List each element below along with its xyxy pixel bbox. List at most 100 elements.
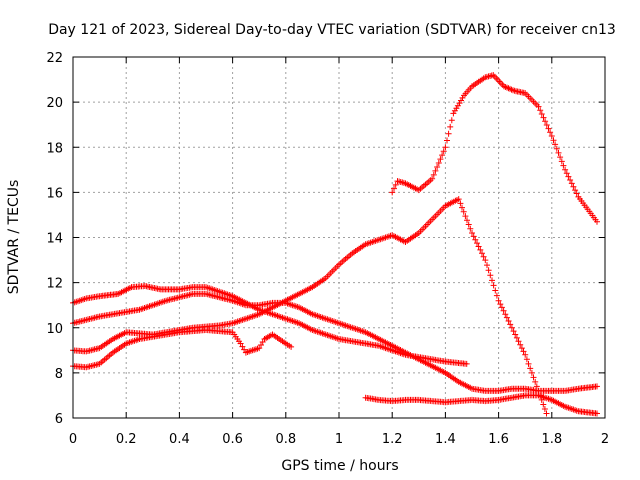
y-tick-label: 12 <box>46 277 63 292</box>
y-axis: 6 8 10 12 14 16 18 20 22 <box>46 51 605 427</box>
y-tick-label: 20 <box>46 96 63 111</box>
data-point <box>391 185 397 192</box>
y-tick-label: 18 <box>46 141 63 156</box>
data-point <box>455 196 462 203</box>
data-point <box>435 160 442 166</box>
data-point <box>439 152 446 159</box>
data-point <box>434 164 441 170</box>
data-point <box>594 218 600 225</box>
data-point <box>527 365 534 372</box>
data-point <box>563 170 570 177</box>
data-point <box>562 166 569 173</box>
data-point <box>517 341 524 348</box>
data-point <box>542 118 549 125</box>
y-tick-label: 8 <box>55 367 63 382</box>
data-point <box>482 257 489 264</box>
data-point <box>520 348 527 355</box>
data-point <box>594 410 600 417</box>
data-point <box>567 177 574 183</box>
data-point <box>570 183 577 190</box>
data-point <box>445 130 452 137</box>
data-point <box>568 180 575 187</box>
data-point <box>498 304 505 311</box>
data-point <box>548 133 555 139</box>
satellite-trace-5 <box>362 392 600 417</box>
x-tick-label: 0.6 <box>222 432 243 447</box>
data-point <box>470 233 477 240</box>
data-point <box>545 125 552 132</box>
satellite-trace-6 <box>389 72 600 225</box>
satellite-trace-4 <box>70 327 295 371</box>
data-point <box>532 378 539 385</box>
y-tick-label: 16 <box>46 186 63 201</box>
x-tick-label: 1.6 <box>488 432 509 447</box>
x-tick-label: 1.4 <box>435 432 456 447</box>
x-tick-label: 0.8 <box>275 432 296 447</box>
data-point <box>447 123 454 130</box>
data-point <box>460 208 467 215</box>
data-point <box>492 287 499 294</box>
data-point <box>444 137 450 144</box>
data-point <box>392 181 399 188</box>
data-point <box>547 129 554 136</box>
data-point <box>475 243 482 250</box>
data-point <box>497 301 504 308</box>
data-point <box>518 345 525 352</box>
data-point <box>558 158 565 165</box>
data-point <box>505 318 512 324</box>
x-tick-label: 1.8 <box>541 432 562 447</box>
data-point <box>432 167 439 174</box>
x-tick-label: 1.2 <box>382 432 403 447</box>
x-tick-label: 0.4 <box>169 432 190 447</box>
data-point <box>469 230 475 236</box>
data-point <box>560 162 567 169</box>
data-point <box>502 311 509 318</box>
data-point <box>553 145 560 152</box>
data-point <box>500 307 507 314</box>
data-point <box>541 406 548 412</box>
data-point <box>528 369 535 376</box>
y-axis-label: SDTVAR / TECUs <box>6 180 22 295</box>
data-point <box>440 148 447 155</box>
y-tick-label: 22 <box>46 51 63 66</box>
data-point <box>464 217 470 224</box>
data-point <box>474 240 480 247</box>
x-tick-label: 1 <box>335 432 343 447</box>
data-point <box>535 103 542 110</box>
data-point <box>495 297 502 304</box>
data-point <box>543 410 550 417</box>
data-point <box>508 324 515 331</box>
data-point <box>467 225 474 232</box>
y-tick-label: 10 <box>46 322 63 337</box>
data-point <box>288 343 295 350</box>
data-point <box>484 262 490 269</box>
data-point <box>465 221 472 228</box>
data-point <box>510 328 517 335</box>
chart-title: Day 121 of 2023, Sidereal Day-to-day VTE… <box>48 22 616 38</box>
data-point <box>572 187 579 194</box>
data-point <box>538 111 545 117</box>
data-point <box>479 250 485 257</box>
y-tick-label: 6 <box>55 412 63 427</box>
data-point <box>463 360 470 367</box>
satellite-trace-3 <box>70 196 550 417</box>
x-tick-label: 0 <box>69 432 77 447</box>
x-axis: 0 0.2 0.4 0.6 0.8 1 1.2 1.4 1.6 1.8 2 <box>69 57 609 447</box>
data-point <box>429 175 436 182</box>
data-point <box>448 117 455 124</box>
data-point <box>537 107 544 114</box>
data-point <box>573 190 580 197</box>
data-points <box>70 72 600 417</box>
data-point <box>552 141 559 148</box>
data-point <box>512 331 519 338</box>
data-point <box>533 383 540 390</box>
x-tick-label: 0.2 <box>116 432 137 447</box>
data-point <box>515 338 522 345</box>
data-point <box>490 282 497 289</box>
data-point <box>540 401 547 408</box>
data-point <box>523 356 530 363</box>
data-point <box>503 314 510 321</box>
data-point <box>557 154 564 161</box>
data-point <box>489 277 495 284</box>
